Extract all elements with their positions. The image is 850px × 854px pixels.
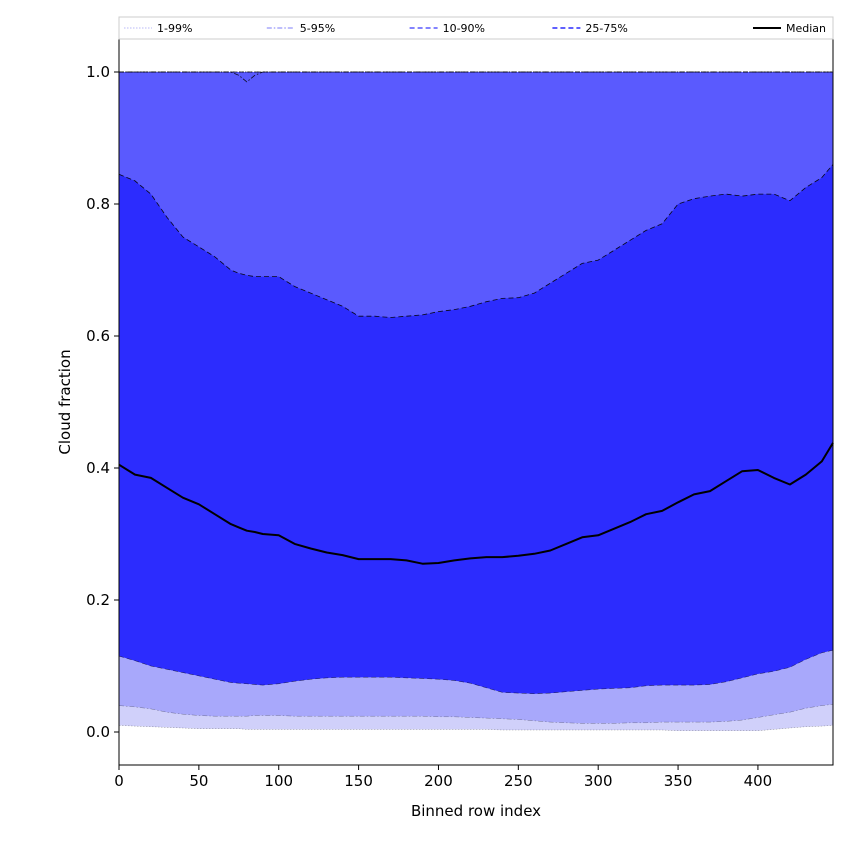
legend-label: 5-95% (300, 22, 335, 35)
x-tick-label: 300 (584, 772, 613, 790)
median-line (118, 442, 834, 565)
legend-label: 25-75% (585, 22, 627, 35)
y-tick-label: 1.0 (86, 63, 110, 81)
legend-label: 1-99% (157, 22, 192, 35)
band-layer (119, 72, 833, 731)
legend: 1-99% 5-95% 10-90% 25-75% Median (118, 16, 834, 40)
y-tick-label: 0.0 (86, 723, 110, 741)
x-tick-label: 250 (504, 772, 533, 790)
band-lower-line-1 (118, 725, 834, 731)
y-tick-label: 0.2 (86, 591, 110, 609)
y-tick-label: 0.6 (86, 327, 110, 345)
band-area-4 (119, 164, 833, 694)
x-tick-label: 0 (114, 772, 124, 790)
x-tick-label: 350 (664, 772, 693, 790)
legend-label: Median (786, 22, 826, 35)
y-tick-label: 0.8 (86, 195, 110, 213)
legend-box (118, 16, 834, 40)
y-axis-label: Cloud fraction (56, 349, 74, 454)
band-lower-line-2 (118, 704, 834, 724)
x-axis: 0 50 100 150 200 250 300 350 400 (114, 765, 772, 790)
y-axis: 0.0 0.2 0.4 0.6 0.8 1.0 (86, 63, 119, 741)
x-tick-label: 400 (744, 772, 773, 790)
x-tick-label: 100 (264, 772, 293, 790)
x-tick-label: 50 (189, 772, 208, 790)
band-upper-line-4 (118, 164, 834, 318)
x-tick-label: 150 (344, 772, 373, 790)
x-axis-label: Binned row index (411, 802, 541, 820)
band-lower-line-4 (118, 650, 834, 694)
y-tick-label: 0.4 (86, 459, 110, 477)
legend-label: 10-90% (443, 22, 485, 35)
line-layer (118, 71, 834, 731)
x-tick-label: 200 (424, 772, 453, 790)
